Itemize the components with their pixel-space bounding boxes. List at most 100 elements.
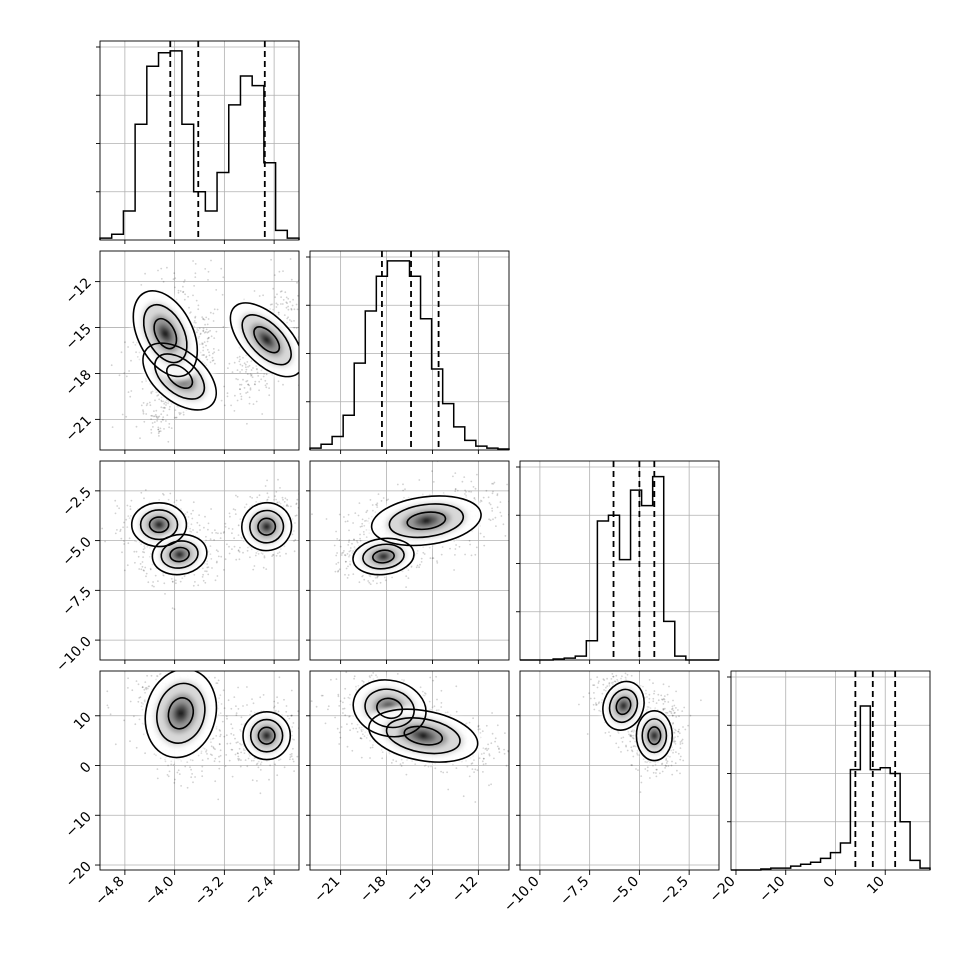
data-point (133, 715, 135, 718)
data-point (210, 741, 212, 744)
data-point (276, 293, 278, 296)
data-point (168, 658, 170, 660)
data-point (345, 567, 348, 570)
data-point (246, 422, 248, 425)
data-point (126, 564, 129, 567)
data-point (212, 359, 215, 362)
data-point (142, 402, 145, 404)
data-point (212, 746, 215, 749)
data-point (338, 568, 341, 571)
data-point (161, 657, 163, 659)
data-point (175, 416, 177, 419)
data-point (196, 531, 199, 534)
data-point (337, 570, 339, 573)
data-point (194, 581, 196, 583)
data-point (300, 738, 302, 740)
data-point (116, 529, 118, 531)
data-point (282, 299, 285, 301)
data-point (436, 560, 438, 562)
data-point (292, 298, 294, 301)
data-point (184, 668, 186, 670)
data-point (499, 501, 502, 503)
data-point (184, 765, 187, 768)
data-point (187, 516, 190, 518)
data-point (127, 687, 129, 689)
data-point (233, 537, 236, 540)
data-point (167, 775, 170, 778)
data-point (205, 535, 207, 538)
data-point (246, 379, 249, 382)
data-point (201, 759, 204, 761)
data-point (468, 539, 471, 542)
data-point (120, 656, 122, 658)
data-point (206, 331, 209, 334)
data-point (212, 348, 215, 350)
data-point (349, 563, 352, 566)
data-point (283, 314, 286, 316)
data-point (295, 502, 298, 505)
data-point (225, 754, 228, 756)
data-point (345, 671, 348, 674)
data-point (160, 400, 163, 403)
data-point (315, 267, 317, 269)
data-point (129, 505, 132, 508)
data-point (266, 498, 269, 501)
data-point (216, 560, 218, 563)
data-point (322, 499, 324, 501)
data-point (149, 404, 152, 407)
data-point (348, 555, 350, 558)
data-point (168, 426, 171, 429)
data-point (194, 776, 197, 778)
data-point (150, 414, 153, 417)
data-point (252, 702, 255, 705)
data-point (152, 415, 155, 418)
data-point (483, 535, 485, 538)
contour-line (151, 533, 208, 576)
data-point (189, 759, 192, 761)
contour-line (156, 682, 206, 744)
data-point (272, 287, 275, 290)
data-point (127, 391, 130, 393)
data-point (295, 303, 298, 306)
data-point (180, 669, 182, 671)
data-point (295, 514, 298, 517)
data-point (135, 425, 138, 428)
data-point (162, 400, 165, 403)
data-point (106, 690, 109, 693)
data-point (228, 362, 231, 365)
data-point (289, 758, 291, 761)
data-point (305, 345, 307, 347)
density-peak (262, 335, 271, 344)
data-point (241, 364, 244, 367)
data-point (237, 549, 240, 551)
data-point (197, 304, 200, 307)
data-point (221, 293, 224, 296)
scatter-panel-2-1 (309, 460, 531, 661)
data-point (529, 527, 531, 529)
data-point (215, 735, 218, 737)
data-point (217, 349, 220, 351)
data-point (192, 584, 195, 587)
contour-line (144, 671, 218, 759)
data-point (204, 323, 207, 326)
data-point (134, 561, 136, 564)
data-point (181, 655, 183, 657)
data-point (261, 413, 264, 415)
data-point (155, 416, 158, 419)
data-point (219, 735, 222, 738)
data-point (199, 333, 202, 336)
data-point (431, 470, 433, 472)
data-point (344, 554, 346, 556)
data-point (420, 561, 423, 563)
data-point (365, 519, 368, 522)
data-point (183, 298, 186, 301)
data-point (206, 753, 208, 755)
data-point (282, 498, 284, 501)
data-point (232, 734, 235, 736)
data-point (464, 489, 466, 492)
data-point (440, 702, 443, 704)
data-point (202, 346, 205, 349)
data-point (308, 741, 310, 743)
data-point (237, 755, 240, 758)
data-point (162, 574, 165, 576)
